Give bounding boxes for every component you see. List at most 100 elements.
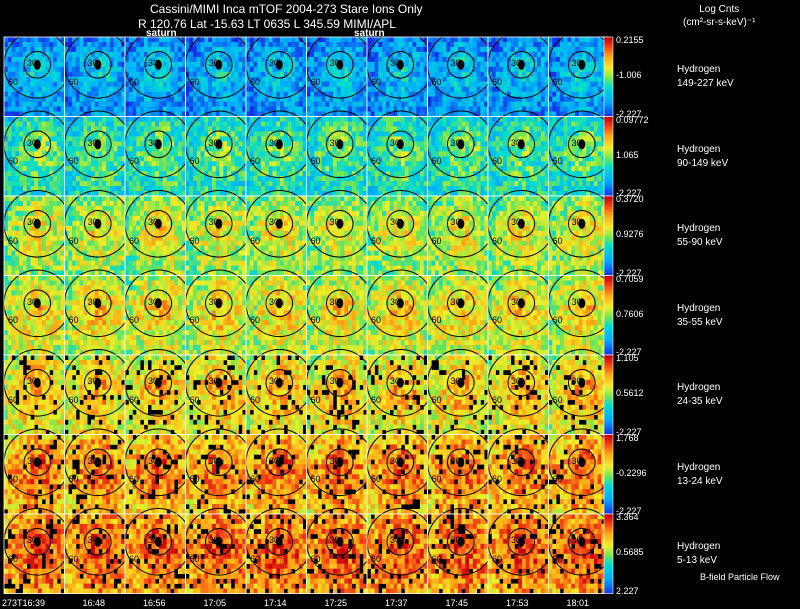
ring-label: 60 [68, 394, 79, 405]
ring-label: 30 [268, 296, 279, 307]
ring-label: 60 [552, 315, 563, 326]
colorbar-mid-label: -0.2296 [616, 467, 647, 478]
ring-label: 30 [389, 455, 400, 466]
ring-label: 60 [431, 474, 442, 485]
colorbar-units-line2: (cm²-sr-s-keV)⁻¹ [683, 17, 756, 28]
colorbar-mid-label: 0.5685 [616, 547, 644, 558]
image-panel [366, 428, 435, 515]
ring-label: 60 [371, 156, 382, 167]
ring-label: 60 [68, 474, 79, 485]
colorbar-mid-label: 0.9276 [616, 229, 644, 240]
ring-label: 30 [510, 296, 521, 307]
ring-label: 60 [129, 553, 140, 564]
ring-label: 60 [371, 474, 382, 485]
ring-label: 60 [310, 394, 321, 405]
ring-label: 30 [450, 58, 461, 69]
ring-label: 30 [510, 535, 521, 546]
ring-label: 30 [26, 58, 37, 69]
colorbar-min-label: 2.227 [616, 585, 639, 596]
ring-label: 60 [310, 76, 321, 87]
image-panel [427, 508, 495, 594]
ring-label: 30 [87, 376, 98, 387]
ring-label: 60 [431, 235, 442, 246]
ring-label: 60 [371, 553, 382, 564]
image-panel [306, 349, 374, 435]
ring-label: 30 [571, 455, 582, 466]
plot-title: Cassini/MIMI Inca mTOF 2004-273 Stare Io… [150, 2, 423, 16]
energy-label: 13-24 keV [677, 475, 723, 487]
ring-label: 30 [147, 376, 158, 387]
image-panel [366, 110, 435, 197]
ring-label: 30 [268, 455, 279, 466]
species-label: Hydrogen [677, 302, 721, 314]
ring-label: 60 [492, 553, 503, 564]
energy-label: 24-35 keV [677, 396, 723, 408]
ring-label: 30 [510, 217, 521, 228]
ring-label: 60 [8, 394, 19, 405]
image-panel [124, 269, 193, 356]
image-panel [64, 110, 132, 197]
bfield-label: B-field Particle Flow [700, 572, 780, 582]
colorbar-max-label: 1.105 [616, 353, 639, 363]
ring-label: 30 [26, 217, 37, 228]
time-label: 17:05 [203, 598, 227, 608]
image-panel [245, 190, 314, 276]
species-label: Hydrogen [677, 64, 721, 76]
ring-label: 30 [87, 58, 98, 69]
colorbar-mid-label: 0.5612 [616, 388, 644, 399]
ring-label: 30 [268, 137, 279, 148]
ring-label: 30 [450, 217, 461, 228]
ring-label: 30 [208, 376, 219, 387]
ring-label: 30 [571, 376, 582, 387]
energy-label: 90-149 keV [677, 157, 729, 169]
image-panel [245, 269, 314, 356]
colorbar-mid-label: 0.7606 [616, 308, 644, 319]
ring-label: 60 [552, 553, 563, 564]
image-panel [427, 428, 495, 515]
ring-label: 30 [329, 137, 340, 148]
colorbar [603, 434, 614, 515]
ring-label: 60 [8, 474, 19, 485]
ring-label: 30 [329, 376, 340, 387]
ring-label: 30 [147, 296, 158, 307]
species-label: Hydrogen [677, 223, 721, 235]
row-label: Hydrogen 5-13 keV [677, 540, 720, 568]
saturn-label: saturn [354, 28, 385, 39]
image-panel [366, 31, 435, 117]
image-panel [124, 508, 193, 594]
ring-label: 30 [147, 535, 158, 546]
image-panel [124, 349, 193, 435]
ring-label: 30 [329, 58, 340, 69]
ring-label: 60 [68, 156, 79, 167]
species-label: Hydrogen [677, 382, 721, 394]
image-panel [3, 428, 72, 515]
row-label: Hydrogen 55-90 keV [677, 222, 723, 250]
ring-label: 30 [329, 296, 340, 307]
row-label: Hydrogen 90-149 keV [677, 143, 728, 171]
ring-label: 60 [129, 315, 140, 326]
ring-label: 60 [250, 474, 261, 485]
colorbar-min-label: -2.227 [616, 108, 642, 119]
image-panel [185, 190, 253, 276]
ring-label: 60 [371, 235, 382, 246]
ring-label: 60 [68, 553, 79, 564]
ring-label: 30 [510, 137, 521, 148]
ring-label: 60 [552, 474, 563, 485]
energy-label: 5-13 keV [677, 555, 718, 567]
ring-label: 60 [552, 394, 563, 405]
ring-label: 60 [552, 156, 563, 167]
ring-label: 30 [26, 296, 37, 307]
ring-label: 60 [8, 235, 19, 246]
ring-label: 30 [450, 376, 461, 387]
ring-label: 60 [431, 315, 442, 326]
ring-label: 60 [189, 474, 200, 485]
colorbar-min-label: -2.227 [616, 347, 642, 357]
colorbar-min-label: -2.227 [616, 188, 642, 198]
image-panel [548, 269, 616, 356]
ring-label: 60 [310, 553, 321, 564]
ring-label: 30 [87, 296, 98, 307]
ring-label: 60 [189, 315, 200, 326]
ring-label: 60 [189, 235, 200, 246]
ring-label: 30 [571, 137, 582, 148]
